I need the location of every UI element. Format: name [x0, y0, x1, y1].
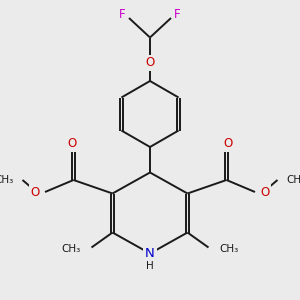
Text: F: F: [174, 8, 181, 21]
Text: CH₃: CH₃: [0, 175, 14, 185]
Text: CH₃: CH₃: [286, 175, 300, 185]
Text: N: N: [145, 247, 155, 260]
Text: O: O: [260, 185, 270, 199]
Text: O: O: [224, 136, 232, 150]
Text: O: O: [146, 56, 154, 70]
Text: O: O: [30, 185, 40, 199]
Text: CH₃: CH₃: [62, 244, 81, 254]
Text: O: O: [68, 136, 76, 150]
Text: H: H: [146, 261, 154, 271]
Text: F: F: [119, 8, 126, 21]
Text: CH₃: CH₃: [219, 244, 238, 254]
